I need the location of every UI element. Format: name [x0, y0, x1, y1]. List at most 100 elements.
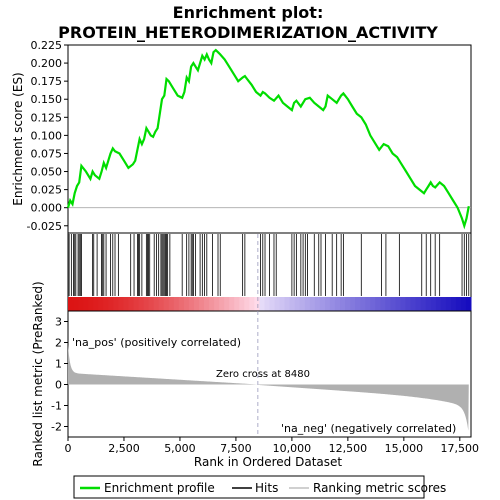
heat-bar-cell: [214, 297, 220, 311]
es-y-ticks: 0.225 0.200 0.175 0.150 0.125 0.100 0.075 0.050…: [27, 39, 68, 233]
heat-bar-cell: [329, 297, 336, 311]
legend-metric-label: Ranking metric scores: [313, 481, 446, 495]
heat-bar-cell: [88, 297, 94, 311]
heat-bar-cell: [269, 297, 276, 311]
heat-bar-cell: [93, 297, 99, 311]
heat-bar-cell: [168, 297, 175, 311]
es-y-tick-label: 0.150: [31, 93, 63, 106]
heat-bar-cell: [365, 297, 371, 311]
ranking-metric-area: [68, 344, 469, 431]
metric-y-tick-label: 1: [55, 358, 62, 371]
heat-bar-cell: [229, 297, 235, 311]
legend: Enrichment profile Hits Ranking metric s…: [73, 475, 446, 499]
heat-bar-cell: [73, 297, 79, 311]
heat-bar-cell: [360, 297, 366, 311]
es-panel-frame: [67, 44, 472, 234]
heat-bar-cell: [334, 297, 341, 311]
hits-panel: [67, 232, 472, 312]
x-axis-label: Rank in Ordered Dataset: [194, 455, 342, 469]
heat-bar-cell: [395, 297, 401, 311]
heat-bar-cell: [103, 297, 109, 311]
heat-bar-cell: [204, 297, 210, 311]
heat-bar-cell: [219, 297, 225, 311]
heat-bar-cell: [153, 297, 160, 311]
x-tick-label: 7,500: [220, 442, 252, 455]
metric-y-tick-label: 2: [55, 337, 62, 350]
heat-bar-cell: [455, 297, 462, 311]
heat-bar-cell: [178, 297, 185, 311]
es-y-tick-label: 0.000: [31, 202, 63, 215]
es-panel: 0.225 0.200 0.175 0.150 0.125 0.100 0.075 0.050…: [11, 39, 472, 234]
heat-bar-cell: [123, 297, 129, 311]
heat-bar-cell: [450, 297, 457, 311]
pos-correlated-label: 'na_pos' (positively correlated): [72, 336, 241, 349]
heat-bar-cell: [188, 297, 195, 311]
heat-bar-cell: [118, 297, 124, 311]
heat-bar-cell: [193, 297, 200, 311]
heat-bar-cell: [163, 297, 170, 311]
heat-bar-cell: [445, 297, 452, 311]
heat-bar-cell: [183, 297, 190, 311]
heat-bar-cell: [289, 297, 296, 311]
es-y-tick-label: 0.125: [31, 111, 63, 124]
es-y-tick-label: 0.200: [31, 57, 63, 70]
heat-bar-cell: [415, 297, 422, 311]
x-tick-label: 15,000: [385, 442, 424, 455]
neg-correlated-label: 'na_neg' (negatively correlated): [281, 422, 456, 435]
metric-y-ticks: 3 2 1 0 -1 -2: [51, 316, 68, 434]
heat-bar-cell: [83, 297, 89, 311]
metric-y-axis-label: Ranked list metric (PreRanked): [31, 281, 45, 466]
heat-bar-cell: [370, 297, 376, 311]
metric-y-tick-label: -2: [51, 421, 62, 434]
heat-bar-cell: [108, 297, 114, 311]
chart-title-line1: Enrichment plot:: [173, 3, 324, 22]
heat-bar-cell: [254, 297, 260, 311]
heat-bar-cell: [340, 297, 346, 311]
metric-panel: 3 2 1 0 -1 -2 0 2,500 5,000 7,500 10,000 12,500 15,…: [31, 234, 479, 469]
heat-bar-cell: [148, 297, 155, 311]
heat-bar-cell: [239, 297, 245, 311]
heat-bar-cell: [405, 297, 412, 311]
heat-bar-cell: [460, 297, 467, 311]
heat-bar-cell: [420, 297, 427, 311]
es-y-tick-label: 0.025: [31, 184, 63, 197]
legend-enrichment-label: Enrichment profile: [104, 481, 215, 495]
heat-bar-cell: [244, 297, 250, 311]
ranking-heat-bar: [68, 297, 472, 311]
heat-bar-cell: [284, 297, 291, 311]
heat-bar-cell: [274, 297, 281, 311]
x-tick-label: 10,000: [273, 442, 312, 455]
heat-bar-cell: [143, 297, 150, 311]
legend-frame: [73, 475, 425, 499]
heat-bar-cell: [259, 297, 265, 311]
es-y-axis-label: Enrichment score (ES): [11, 72, 25, 205]
x-tick-label: 12,500: [329, 442, 368, 455]
heat-bar-cell: [430, 297, 437, 311]
es-y-tick-label: 0.175: [31, 75, 63, 88]
metric-y-tick-label: -1: [51, 400, 62, 413]
heat-bar-cell: [309, 297, 316, 311]
heat-bar-cell: [128, 297, 134, 311]
heat-bar-cell: [319, 297, 326, 311]
metric-panel-frame: [67, 310, 472, 438]
heat-bar-cell: [400, 297, 407, 311]
heat-bar-cell: [350, 297, 356, 311]
heat-bar-cell: [440, 297, 447, 311]
heat-bar-cell: [465, 297, 472, 311]
zero-cross-label: Zero cross at 8480: [216, 369, 310, 380]
heat-bar-cell: [249, 297, 255, 311]
x-tick-label: 5,000: [164, 442, 196, 455]
x-tick-label: 2,500: [108, 442, 140, 455]
heat-bar-cell: [299, 297, 306, 311]
heat-bar-cell: [224, 297, 230, 311]
heat-bar-cell: [279, 297, 286, 311]
metric-y-tick-label: 0: [55, 379, 62, 392]
legend-hits-label: Hits: [255, 481, 278, 495]
heat-bar-cell: [380, 297, 386, 311]
enrichment-profile-line: [66, 48, 470, 230]
heat-bar-cell: [209, 297, 215, 311]
heat-bar-cell: [294, 297, 301, 311]
heat-bar-cell: [68, 297, 74, 311]
heat-bar-cell: [435, 297, 442, 311]
metric-y-tick-label: 3: [55, 316, 62, 329]
